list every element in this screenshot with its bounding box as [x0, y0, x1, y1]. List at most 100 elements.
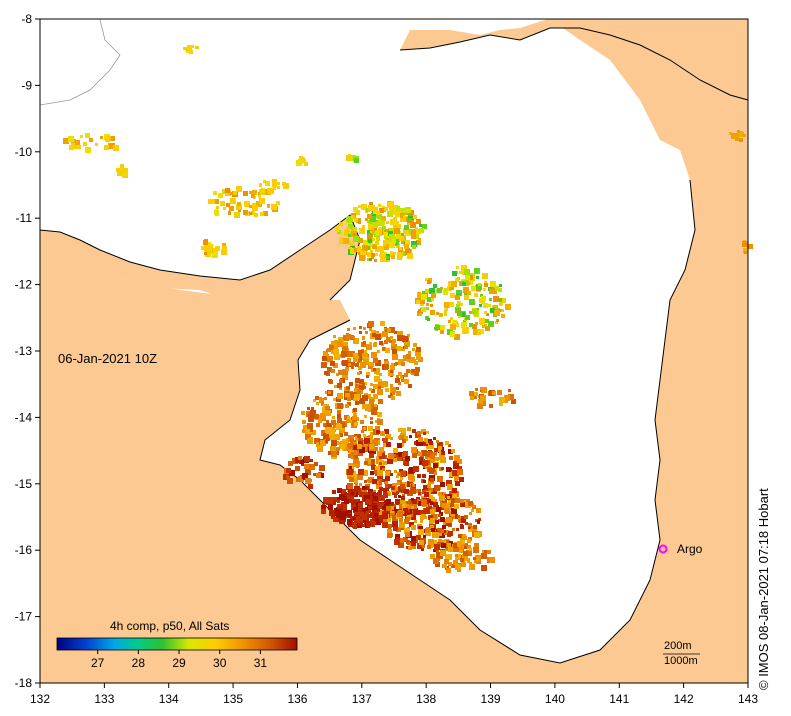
sst-pixel [396, 226, 399, 229]
sst-pixel [333, 349, 339, 355]
sst-pixel [451, 449, 455, 453]
sst-pixel [362, 336, 365, 339]
sst-pixel [467, 282, 470, 285]
sst-pixel [410, 488, 416, 494]
sst-pixel [438, 539, 442, 543]
sst-pixel [407, 334, 410, 337]
sst-pixel [386, 434, 391, 439]
sst-pixel [344, 230, 350, 236]
sst-pixel [421, 307, 426, 312]
sst-pixel [346, 393, 350, 397]
sst-pixel [318, 419, 322, 423]
sst-pixel [271, 204, 277, 210]
sst-pixel [444, 559, 449, 564]
sst-pixel [412, 484, 415, 487]
sst-pixel [371, 409, 377, 415]
sst-pixel [347, 328, 350, 331]
sst-pixel [467, 545, 471, 549]
sst-pixel [481, 401, 486, 406]
sst-pixel [419, 457, 423, 461]
sst-pixel [430, 509, 435, 514]
sst-pixel [448, 562, 452, 566]
sst-pixel [469, 512, 472, 515]
sst-pixel [383, 493, 388, 498]
sst-pixel [377, 451, 382, 456]
sst-pixel [299, 459, 304, 464]
sst-pixel [329, 510, 335, 516]
sst-pixel [445, 547, 449, 551]
sst-pixel [335, 228, 339, 232]
sst-pixel [272, 179, 277, 184]
sst-pixel [359, 379, 364, 384]
sst-pixel [373, 394, 378, 399]
sst-pixel [455, 564, 461, 570]
sst-pixel [348, 499, 352, 503]
sst-pixel [460, 558, 464, 562]
sst-pixel [456, 304, 460, 308]
sst-pixel [440, 550, 446, 556]
sst-pixel [382, 257, 386, 261]
sst-pixel [305, 478, 311, 484]
colorbar-tick-label: 27 [91, 656, 105, 670]
sst-pixel [419, 540, 424, 545]
sst-pixel [238, 209, 241, 212]
sst-pixel [404, 341, 410, 347]
sst-pixel [393, 458, 397, 462]
sst-pixel [416, 219, 421, 224]
sst-pixel [319, 465, 325, 471]
sst-pixel [348, 224, 353, 229]
sst-pixel [382, 522, 388, 528]
sst-pixel [403, 537, 408, 542]
sst-pixel [368, 510, 371, 513]
sst-pixel [396, 527, 401, 532]
sst-pixel [476, 557, 480, 561]
sst-pixel [425, 289, 429, 293]
sst-pixel [361, 488, 367, 494]
sst-pixel [459, 477, 464, 482]
sst-pixel [234, 212, 240, 218]
sst-pixel [426, 303, 429, 306]
sst-pixel [484, 550, 487, 553]
sst-pixel [742, 241, 748, 247]
sst-pixel [452, 271, 457, 276]
sst-pixel [404, 373, 408, 377]
sst-pixel [737, 130, 740, 133]
sst-pixel [481, 387, 487, 393]
sst-pixel [404, 244, 409, 249]
sst-pixel [441, 543, 446, 548]
sst-pixel [422, 224, 427, 229]
sst-pixel [390, 473, 393, 476]
sst-pixel [411, 369, 415, 373]
sst-pixel [435, 520, 439, 524]
sst-pixel [479, 304, 482, 307]
sst-pixel [473, 547, 479, 553]
sst-pixel [296, 160, 302, 166]
sst-pixel [501, 309, 504, 312]
sst-pixel [272, 182, 277, 187]
sst-pixel [385, 476, 390, 481]
sst-pixel [387, 492, 391, 496]
sst-pixel [397, 482, 400, 485]
sst-pixel [412, 358, 415, 361]
sst-pixel [371, 330, 376, 335]
sst-pixel [353, 338, 359, 344]
sst-pixel [385, 471, 390, 476]
sst-pixel [357, 246, 361, 250]
sst-pixel [354, 388, 359, 393]
sst-pixel [316, 423, 320, 427]
sst-pixel [117, 170, 123, 176]
sst-pixel [351, 215, 355, 219]
sst-pixel [359, 255, 365, 261]
sst-pixel [351, 366, 354, 369]
sst-pixel [339, 240, 343, 244]
sst-pixel [447, 543, 451, 547]
sst-pixel [449, 456, 453, 460]
sst-pixel [329, 380, 333, 384]
sst-pixel [388, 453, 394, 459]
sst-pixel [424, 508, 430, 514]
sst-pixel [457, 459, 462, 464]
sst-pixel [465, 543, 468, 546]
sst-pixel [301, 463, 304, 466]
sst-pixel [499, 284, 502, 287]
sst-pixel [325, 391, 328, 394]
